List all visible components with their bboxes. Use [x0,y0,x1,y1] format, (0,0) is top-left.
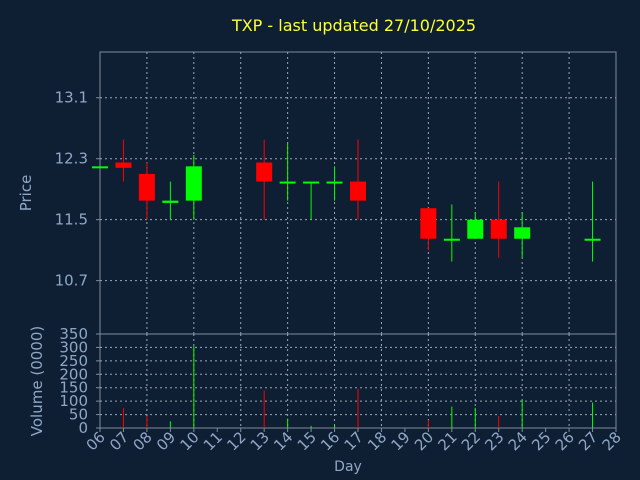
candles [92,139,601,262]
chart-title: TXP - last updated 27/10/2025 [231,16,476,35]
volume-y-tick-label: 250 [59,352,88,370]
price-y-tick-label: 10.7 [55,272,88,290]
candle-body [138,173,155,201]
x-ticks: 0607080910111213141516171819202122232425… [83,428,625,454]
volume-axis-label: Volume (0000) [28,326,46,436]
candle-body [467,219,484,239]
candle-body [350,181,366,201]
x-axis-label: Day [334,459,362,475]
candle-body [256,162,273,182]
volume-y-tick-label: 50 [69,406,88,424]
volume-y-tick-label: 350 [59,325,88,343]
candle-body [162,200,179,203]
candle-body [115,162,132,168]
candle-body [326,181,343,184]
candle-body [443,238,460,241]
candle-body [514,227,531,239]
price-axis-label: Price [17,175,35,212]
candle-body [420,208,437,239]
candle-body [490,219,507,239]
volume-y-tick-label: 0 [78,419,88,437]
candle-body [279,181,296,184]
candle-body [303,181,320,184]
price-y-tick-label: 13.1 [55,89,88,107]
volume-y-tick-label: 100 [59,392,88,410]
volume-y-tick-label: 300 [59,338,88,356]
price-y-ticks: 10.7 11.5 12.3 13.1 [55,89,100,290]
volume-grid [100,334,616,428]
price-grid [100,52,616,334]
volume-bars [122,346,594,428]
volume-y-tick-label: 150 [59,379,88,397]
candle-body [92,166,108,169]
price-y-tick-label: 11.5 [55,211,88,229]
candle-body [584,238,601,241]
candle-body [185,166,202,201]
price-y-tick-label: 12.3 [55,150,88,168]
price-panel: 10.7 11.5 12.3 13.1 Price [17,51,617,335]
volume-y-tick-label: 200 [59,365,88,383]
